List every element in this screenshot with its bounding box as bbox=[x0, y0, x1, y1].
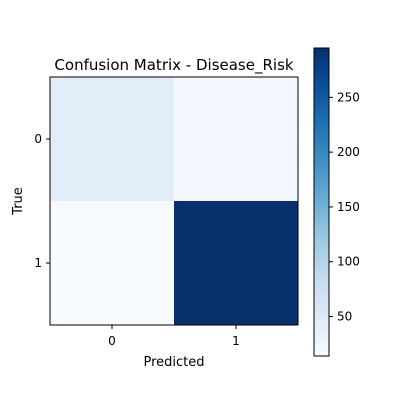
colorbar-tick-label: 250 bbox=[337, 90, 360, 104]
colorbar-tick-label: 150 bbox=[337, 200, 360, 214]
y-axis-ticks: 01 bbox=[34, 132, 50, 270]
heatmap-cell-1-0 bbox=[50, 201, 174, 325]
colorbar-tick-label: 50 bbox=[337, 310, 352, 324]
x-tick-label: 0 bbox=[108, 334, 116, 348]
heatmap-cell-1-1 bbox=[174, 201, 298, 325]
plot-frame bbox=[49, 76, 299, 326]
y-axis-label: True bbox=[11, 187, 26, 216]
heatmap-cell-0-0 bbox=[50, 77, 174, 201]
y-tick-label: 0 bbox=[34, 132, 42, 146]
x-axis-label: Predicted bbox=[143, 355, 204, 370]
colorbar-tick-label: 100 bbox=[337, 255, 360, 269]
colorbar-tick-label: 200 bbox=[337, 145, 360, 159]
x-tick-label: 1 bbox=[232, 334, 240, 348]
colorbar bbox=[313, 47, 330, 357]
y-tick-label: 1 bbox=[34, 256, 42, 270]
heatmap-cells bbox=[50, 77, 298, 325]
heatmap-cell-0-1 bbox=[174, 77, 298, 201]
chart-title: Confusion Matrix - Disease_Risk bbox=[54, 56, 293, 75]
colorbar-ticks: 50 100 150 200 250 bbox=[329, 90, 360, 324]
